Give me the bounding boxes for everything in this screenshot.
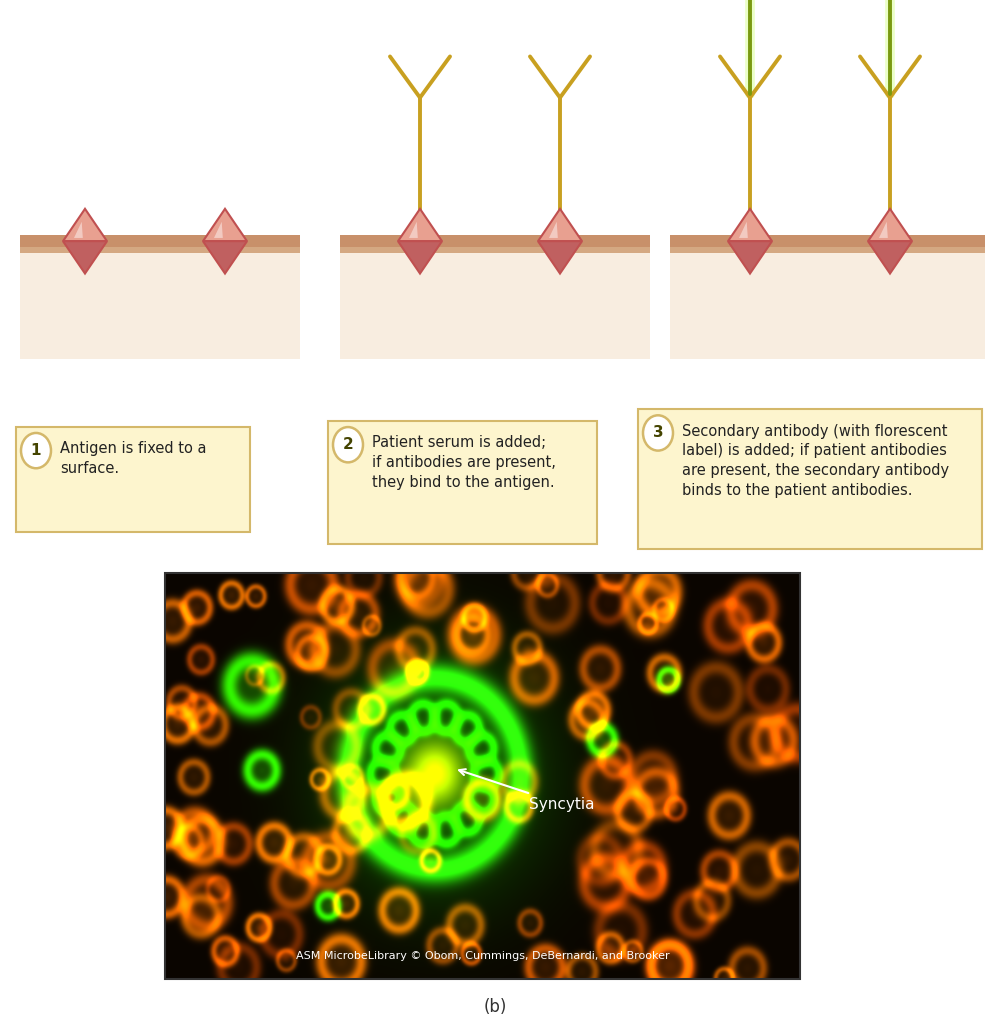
- Polygon shape: [868, 209, 912, 242]
- Text: ASM MicrobeLibrary © Obom, Cummings, DeBernardi, and Brooker: ASM MicrobeLibrary © Obom, Cummings, DeB…: [296, 951, 669, 961]
- Polygon shape: [63, 209, 107, 242]
- Text: Antigen is fixed to a
surface.: Antigen is fixed to a surface.: [60, 441, 207, 476]
- Polygon shape: [868, 242, 912, 273]
- Text: (a): (a): [483, 574, 507, 592]
- Polygon shape: [538, 209, 582, 242]
- Polygon shape: [549, 222, 557, 238]
- Text: Patient serum is added;
if antibodies are present,
they bind to the antigen.: Patient serum is added; if antibodies ar…: [372, 435, 555, 489]
- Bar: [165, 572, 800, 979]
- Bar: [20, 247, 300, 253]
- FancyBboxPatch shape: [638, 410, 982, 550]
- Polygon shape: [739, 222, 747, 238]
- Bar: [20, 253, 300, 358]
- Polygon shape: [538, 242, 582, 273]
- Polygon shape: [203, 209, 247, 242]
- Polygon shape: [728, 209, 772, 242]
- Text: (b): (b): [483, 998, 507, 1016]
- Bar: [340, 253, 650, 358]
- Polygon shape: [63, 242, 107, 273]
- Text: Syncytia: Syncytia: [459, 769, 595, 812]
- Bar: [670, 236, 985, 247]
- Text: 3: 3: [652, 425, 663, 440]
- Polygon shape: [728, 242, 772, 273]
- Bar: [670, 253, 985, 358]
- Polygon shape: [203, 242, 247, 273]
- Polygon shape: [214, 222, 223, 238]
- Bar: [670, 247, 985, 253]
- Text: Secondary antibody (with florescent
label) is added; if patient antibodies
are p: Secondary antibody (with florescent labe…: [682, 424, 949, 498]
- Text: 1: 1: [31, 443, 42, 458]
- Circle shape: [333, 427, 363, 463]
- Circle shape: [21, 433, 51, 468]
- Polygon shape: [409, 222, 418, 238]
- FancyBboxPatch shape: [16, 427, 250, 531]
- Circle shape: [643, 416, 673, 451]
- FancyBboxPatch shape: [328, 421, 597, 544]
- Polygon shape: [398, 209, 442, 242]
- Polygon shape: [398, 242, 442, 273]
- Text: 2: 2: [343, 437, 353, 453]
- Bar: [340, 236, 650, 247]
- Polygon shape: [74, 222, 83, 238]
- Bar: [340, 247, 650, 253]
- Bar: [20, 236, 300, 247]
- Polygon shape: [879, 222, 888, 238]
